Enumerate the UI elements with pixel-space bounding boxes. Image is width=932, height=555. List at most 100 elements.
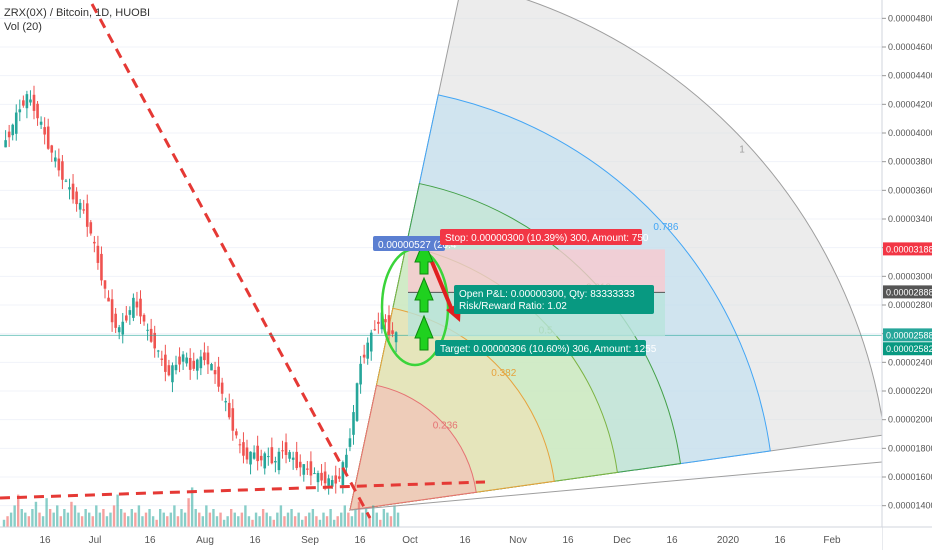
volume-bar	[134, 512, 137, 527]
volume-bar	[66, 512, 70, 527]
volume-bar	[325, 516, 329, 527]
support-trendline[interactable]	[0, 480, 486, 500]
descending-trendline[interactable]	[90, 3, 372, 519]
candle-body	[316, 472, 320, 483]
candle-body	[156, 350, 160, 352]
candle-body	[348, 438, 352, 447]
volume-bar	[375, 512, 378, 527]
x-tick-label: 16	[562, 535, 574, 546]
volume-bar	[379, 519, 382, 527]
volume-bar	[102, 509, 105, 527]
y-tick-label: 0.00004000	[888, 128, 932, 138]
candle-body	[139, 298, 142, 317]
volume-bar	[311, 509, 315, 527]
price-label-box[interactable]	[883, 328, 932, 342]
volume-bar	[180, 509, 183, 527]
candle-body	[11, 124, 14, 136]
volume-bar	[372, 505, 375, 527]
candle-body	[103, 280, 107, 289]
x-tick-label: Nov	[509, 535, 527, 546]
candle-body	[369, 332, 373, 352]
price-label-box[interactable]	[883, 242, 932, 256]
candle-body	[117, 327, 121, 333]
volume-indicator-label: Vol (20)	[4, 21, 42, 33]
volume-bar	[308, 512, 311, 527]
candle-body	[75, 191, 78, 205]
y-tick-label: 0.00002400	[888, 357, 932, 367]
candle-body	[29, 99, 32, 103]
fan-baseline	[349, 461, 883, 511]
candle-body	[256, 445, 259, 462]
x-tick-label: Sep	[301, 535, 319, 546]
time-axis-background	[0, 527, 882, 550]
price-label-box[interactable]	[883, 342, 932, 356]
target-label-box[interactable]	[435, 340, 646, 356]
volume-bar	[347, 512, 350, 527]
candle-body	[366, 342, 369, 359]
entry-price-label-box[interactable]	[373, 236, 445, 251]
candle-body	[153, 332, 156, 349]
entry-price-label-text: 0.00000527 (20.4	[378, 240, 457, 251]
x-tick-label: 16	[144, 535, 156, 546]
candle-body	[206, 352, 210, 365]
candle-body	[54, 157, 57, 162]
candle-body	[142, 314, 146, 322]
volume-bar	[219, 512, 222, 527]
stop-label-box[interactable]	[440, 229, 642, 245]
candle-body	[288, 452, 291, 459]
volume-bar	[41, 516, 45, 527]
target-label-text: Target: 0.00000306 (10.60%) 306, Amount:…	[440, 344, 657, 355]
candle-body	[25, 94, 29, 109]
volume-bar	[176, 516, 180, 527]
candle-body	[167, 365, 171, 376]
volume-bar	[84, 509, 87, 527]
up-arrow-icon	[414, 276, 434, 313]
candle-body	[178, 356, 181, 365]
candle-body	[199, 356, 203, 369]
volume-bar	[95, 505, 98, 527]
candle-body	[174, 364, 178, 371]
volume-bar	[6, 516, 9, 527]
volume-bar	[254, 512, 258, 527]
price-label-box[interactable]	[883, 285, 932, 299]
volume-bar	[343, 505, 346, 527]
candle-body	[231, 408, 235, 431]
volume-bar	[137, 505, 141, 527]
candle-body	[107, 297, 110, 302]
x-tick-label: Aug	[196, 535, 214, 546]
volume-bar	[183, 512, 187, 527]
y-tick-label: 0.00002800	[888, 300, 932, 310]
volume-bar	[301, 519, 304, 527]
volume-bar	[119, 509, 123, 527]
candle-body	[217, 366, 220, 387]
pnl-label-box[interactable]	[454, 285, 654, 314]
volume-bar	[31, 509, 34, 527]
candle-body	[135, 301, 139, 308]
volume-bar	[215, 516, 219, 527]
candle-body	[327, 478, 330, 486]
candle-body	[291, 457, 295, 460]
volume-bar	[80, 516, 84, 527]
volume-bar	[237, 516, 240, 527]
volume-bar	[396, 512, 400, 527]
volume-bar	[269, 516, 272, 527]
volume-bar	[293, 516, 297, 527]
volume-bar	[329, 509, 332, 527]
volume-bar	[265, 512, 268, 527]
volume-bar	[127, 516, 130, 527]
candle-body	[22, 100, 25, 106]
x-tick-label: 16	[39, 535, 51, 546]
candle-body	[298, 461, 302, 468]
candle-body	[341, 462, 345, 486]
candle-body	[334, 475, 338, 484]
candle-body	[185, 357, 188, 364]
candle-body	[267, 456, 270, 458]
volume-bar	[212, 509, 215, 527]
fib-arc-0-236	[349, 384, 477, 511]
candle-body	[93, 241, 96, 244]
volume-bar	[233, 512, 236, 527]
y-tick-label: 0.00004600	[888, 42, 932, 52]
volume-bar	[279, 505, 283, 527]
volume-bar	[24, 512, 27, 527]
